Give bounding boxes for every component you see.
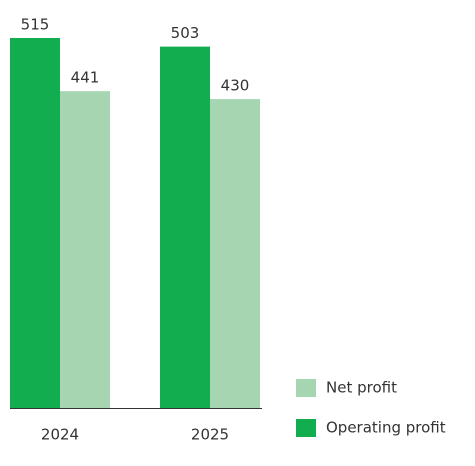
legend-label: Net profit	[326, 379, 397, 397]
legend-label: Operating profit	[326, 419, 446, 437]
legend-swatch	[296, 419, 316, 437]
value-label: 515	[21, 16, 50, 34]
legend-swatch	[296, 379, 316, 397]
x-tick-label: 2025	[191, 426, 229, 444]
bar	[10, 38, 60, 408]
value-label: 503	[171, 24, 200, 42]
value-label: 441	[71, 69, 100, 87]
value-label: 430	[221, 77, 250, 95]
bar	[210, 99, 260, 408]
bar	[160, 46, 210, 408]
x-tick-label: 2024	[41, 426, 79, 444]
bar	[60, 91, 110, 409]
